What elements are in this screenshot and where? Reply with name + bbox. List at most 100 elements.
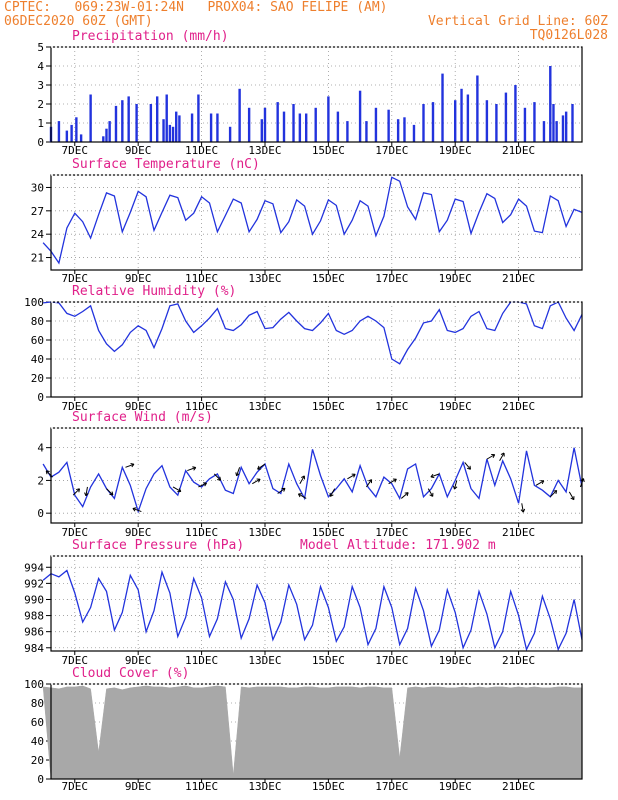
pressure-date-label: 19DEC: [439, 654, 472, 667]
temp-panel: 21 24 27 30 7DEC 9DEC 11DEC 13DEC 15DEC 17DEC 19DE…: [31, 157, 583, 285]
precip-bar: [197, 94, 200, 142]
precip-bar: [552, 104, 555, 142]
cloud-ytick-label: 100: [24, 678, 44, 691]
precip-bar: [476, 75, 479, 142]
wind-vector-head: [76, 488, 81, 493]
precip-bar: [156, 96, 159, 142]
wind-vector-arrow: [132, 507, 142, 513]
rh-date-label: 13DEC: [248, 400, 281, 413]
wind-vector-head: [132, 507, 137, 512]
rh-series-line: [43, 301, 583, 365]
precip-bar: [238, 88, 241, 142]
wind-vector-arrow: [453, 480, 458, 490]
precip-ytick-label: 3: [37, 79, 44, 92]
precip-date-label: 15DEC: [312, 144, 345, 157]
precip-bar: [441, 73, 444, 142]
precip-bar: [365, 121, 368, 142]
precip-bar: [105, 128, 108, 142]
wind-vector-arrow: [430, 473, 440, 478]
wind-vector-head: [257, 465, 262, 470]
pressure-ytick-label: 986: [24, 626, 44, 639]
precip-bar: [555, 121, 558, 142]
precip-bar: [108, 121, 111, 142]
wind-date-label: 19DEC: [439, 526, 472, 539]
precip-ytick-label: 2: [37, 98, 44, 111]
wind-vector-arrow: [85, 486, 88, 496]
cloud-date-label: 19DEC: [439, 780, 472, 793]
precip-bar: [178, 115, 181, 142]
wind-vector-arrow: [427, 488, 434, 497]
precip-bar: [165, 94, 168, 142]
wind-vector-head: [351, 473, 356, 478]
cloud-ytick-label: 40: [31, 735, 44, 748]
wind-date-label: 13DEC: [248, 526, 281, 539]
precip-bar: [542, 121, 546, 142]
precip-bar: [466, 94, 470, 142]
wind-vector-arrow: [535, 480, 545, 486]
rh-panel: 0 20 40 60 80 100 7DEC 9DEC 11DEC 13DEC 15DEC 17DEC…: [24, 284, 583, 413]
rh-frame: [50, 301, 583, 398]
precip-date-label: 9DEC: [125, 144, 152, 157]
rh-date-label: 9DEC: [125, 400, 152, 413]
wind-vector-arrow: [187, 467, 196, 472]
wind-date-label: 21DEC: [502, 526, 535, 539]
wind-vector-head: [520, 508, 526, 513]
cloud-date-label: 17DEC: [375, 780, 408, 793]
precip-bar: [276, 102, 279, 142]
wind-vector-head: [130, 462, 135, 468]
precip-bar: [485, 100, 489, 142]
cloud-cover-area: [42, 685, 583, 780]
wind-vector-arrow: [252, 478, 261, 485]
precip-ytick-label: 4: [37, 60, 44, 73]
precip-bar: [228, 126, 232, 142]
temp-ytick-label: 27: [31, 205, 44, 218]
header-grid-note: Vertical Grid Line: 60Z: [427, 14, 608, 29]
precip-bar: [292, 104, 295, 142]
cloud-date-label: 21DEC: [502, 780, 535, 793]
wind-title: Surface Wind (m/s): [72, 410, 213, 425]
wind-vector-head: [368, 479, 373, 484]
wind-date-label: 17DEC: [375, 526, 408, 539]
precip-bar: [247, 107, 251, 142]
precip-bar: [65, 130, 69, 142]
wind-vector-arrow: [329, 488, 336, 497]
temp-date-label: 13DEC: [248, 272, 281, 285]
wind-vector-arrow: [257, 463, 266, 470]
cloud-ytick-label: 20: [31, 754, 44, 767]
pressure-date-label: 17DEC: [375, 654, 408, 667]
precip-bar: [57, 121, 61, 142]
cloud-date-label: 11DEC: [185, 780, 218, 793]
rh-date-label: 17DEC: [375, 400, 408, 413]
precip-bar: [564, 111, 568, 142]
rh-title: Relative Humidity (%): [72, 284, 236, 299]
wind-vector-head: [429, 492, 434, 497]
temp-date-label: 15DEC: [312, 272, 345, 285]
precip-date-label: 11DEC: [185, 144, 218, 157]
precip-bar: [70, 124, 73, 142]
rh-date-label: 19DEC: [439, 400, 472, 413]
pressure-date-label: 7DEC: [62, 654, 89, 667]
cloud-title: Cloud Cover (%): [72, 666, 189, 681]
wind-vector-head: [452, 485, 458, 490]
precip-ytick-label: 0: [37, 136, 44, 149]
pressure-ytick-label: 988: [24, 610, 44, 623]
header-date: 06DEC2020 60Z (GMT): [4, 14, 153, 29]
rh-ytick-label: 60: [31, 334, 44, 347]
wind-vector-head: [540, 480, 545, 485]
wind-vector-head: [430, 473, 435, 479]
cloud-panel: 0 20 40 60 80 100 7DEC 9DEC 11DEC 13DEC 15DEC 17DEC…: [24, 666, 583, 793]
wind-vector-head: [329, 492, 334, 497]
temp-date-label: 17DEC: [375, 272, 408, 285]
wind-vector-head: [235, 472, 240, 477]
wind-vector-arrow: [521, 503, 524, 513]
wind-vector-head: [203, 482, 207, 487]
pressure-panel: 984 986 988 990 992 994 7DEC 9DEC 11DEC 13DEC 15DE…: [24, 538, 583, 667]
pressure-ytick-label: 994: [24, 561, 44, 574]
precip-bar: [121, 100, 124, 142]
precip-bar: [168, 124, 172, 142]
precip-bar: [495, 104, 498, 142]
wind-vector-head: [217, 476, 222, 481]
temp-title: Surface Temperature (nC): [72, 157, 260, 172]
rh-ytick-label: 0: [37, 391, 44, 404]
temp-date-label: 7DEC: [62, 272, 89, 285]
